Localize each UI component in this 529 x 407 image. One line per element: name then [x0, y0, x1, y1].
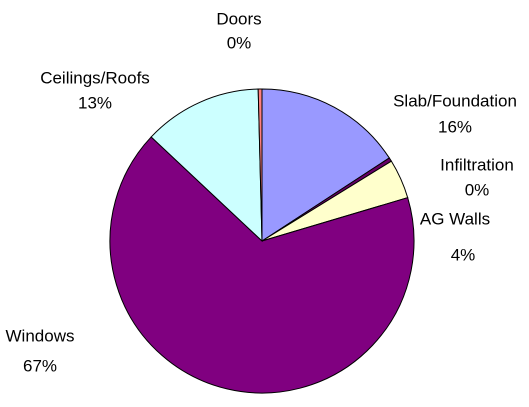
- slice-value-label: 0%: [227, 33, 252, 52]
- slice-label: Windows: [6, 326, 75, 345]
- pie-slice: [261, 88, 390, 242]
- slice-value-label: 16%: [438, 117, 472, 136]
- slice-value-label: 67%: [23, 356, 57, 375]
- slice-label: Infiltration: [440, 155, 514, 174]
- pie-slice: [109, 136, 415, 394]
- pie-slice: [150, 88, 263, 243]
- slice-value-label: 4%: [451, 245, 476, 264]
- slice-label: Ceilings/Roofs: [40, 68, 150, 87]
- slice-value-label: 0%: [465, 180, 490, 199]
- pie-slice: [257, 88, 263, 242]
- slice-label: Slab/Foundation: [393, 91, 517, 110]
- slice-label: AG Walls: [420, 209, 490, 228]
- slice-label: Doors: [216, 9, 261, 28]
- slice-value-label: 13%: [78, 93, 112, 112]
